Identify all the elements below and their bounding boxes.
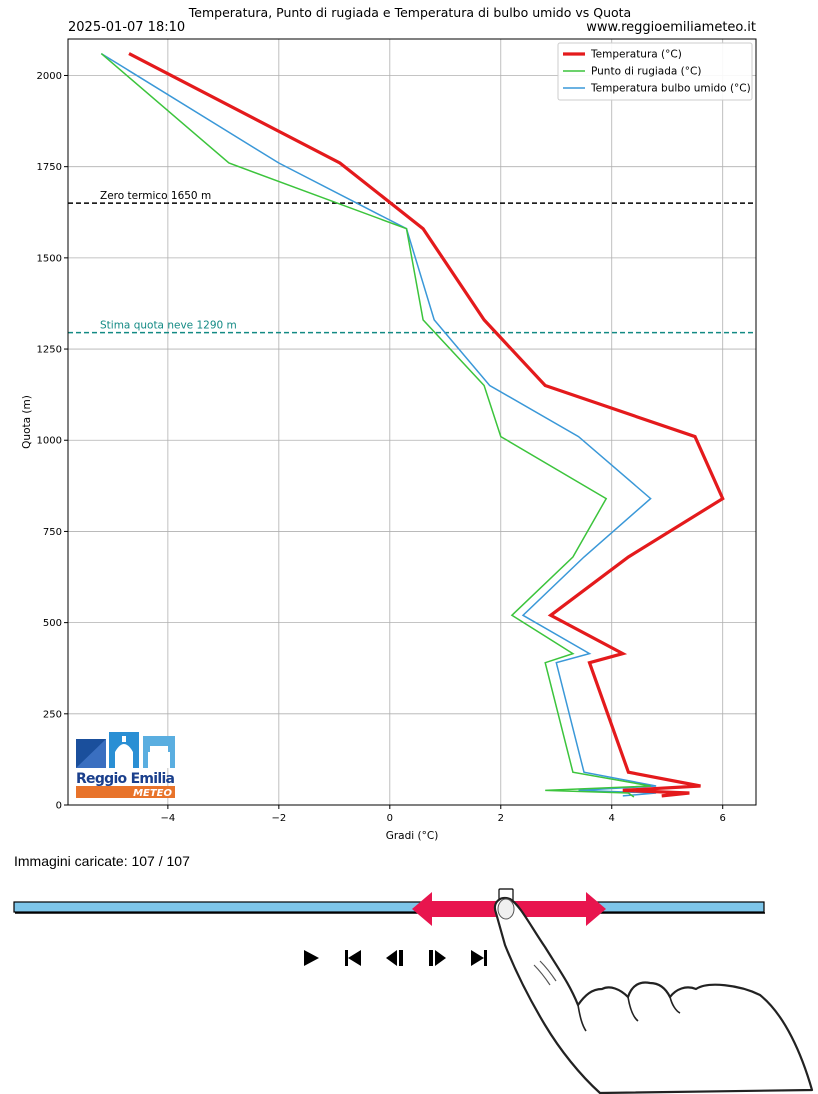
last-frame-icon bbox=[471, 950, 487, 966]
series-line-1 bbox=[128, 52, 725, 798]
x-tick-label: −2 bbox=[271, 813, 286, 824]
last-frame-button[interactable] bbox=[458, 940, 500, 976]
first-frame-button[interactable] bbox=[332, 940, 374, 976]
step-back-button[interactable] bbox=[374, 940, 416, 976]
x-tick-label: 0 bbox=[387, 813, 393, 824]
series-line-3 bbox=[100, 52, 657, 797]
slider-thumb[interactable] bbox=[498, 888, 514, 908]
x-axis-label: Gradi (°C) bbox=[386, 830, 439, 842]
y-tick-label: 500 bbox=[43, 618, 62, 629]
x-tick-label: −4 bbox=[160, 813, 175, 824]
y-tick-label: 1250 bbox=[37, 345, 62, 356]
logo-text: Reggio Emilia bbox=[76, 771, 175, 787]
frame-slider[interactable] bbox=[0, 880, 818, 930]
legend: Temperatura (°C) Punto di rugiada (°C) Tem… bbox=[557, 42, 753, 101]
step-back-icon bbox=[386, 950, 403, 966]
step-forward-button[interactable] bbox=[416, 940, 458, 976]
y-tick-label: 0 bbox=[56, 801, 62, 812]
load-status: Immagini caricate: 107 / 107 bbox=[14, 853, 190, 869]
y-tick-label: 250 bbox=[43, 709, 62, 720]
sounding-chart: Temperatura, Punto di rugiada e Temperat… bbox=[21, 5, 757, 842]
y-tick-label: 1750 bbox=[37, 162, 62, 173]
y-axis-label: Quota (m) bbox=[21, 395, 33, 449]
legend-entry: Temperatura bulbo umido (°C) bbox=[590, 83, 751, 95]
slider-track[interactable] bbox=[13, 901, 765, 913]
chart-source: www.reggioemiliameteo.it bbox=[586, 20, 756, 35]
legend-entry: Temperatura (°C) bbox=[590, 49, 682, 61]
play-button[interactable] bbox=[290, 940, 332, 976]
series-lines bbox=[100, 52, 725, 798]
y-tick-label: 1500 bbox=[37, 253, 62, 264]
x-tick-label: 2 bbox=[498, 813, 504, 824]
logo-subtext: METEO bbox=[133, 788, 172, 799]
legend-box bbox=[557, 42, 753, 101]
axis-ticks: −4 −2 0 2 4 6 0 250 500 750 1000 1250 1500 1750 2000 bbox=[37, 71, 726, 824]
play-icon bbox=[304, 950, 319, 966]
logo: Reggio Emilia METEO bbox=[76, 732, 175, 799]
annotation-label: Zero termico 1650 m bbox=[100, 190, 211, 202]
y-tick-label: 1000 bbox=[37, 436, 62, 447]
legend-entry: Punto di rugiada (°C) bbox=[591, 66, 701, 78]
annotation-lines: Zero termico 1650 m Stima quota neve 1290… bbox=[68, 190, 756, 334]
y-tick-label: 2000 bbox=[37, 71, 62, 82]
step-forward-icon bbox=[429, 950, 446, 966]
annotation-label: Stima quota neve 1290 m bbox=[100, 320, 237, 332]
plot-frame bbox=[67, 38, 757, 806]
series-line-2 bbox=[100, 53, 651, 798]
x-tick-label: 6 bbox=[720, 813, 726, 824]
playback-controls bbox=[290, 940, 500, 976]
chart-timestamp: 2025-01-07 18:10 bbox=[68, 20, 185, 35]
x-tick-label: 4 bbox=[609, 813, 615, 824]
y-tick-label: 750 bbox=[43, 527, 62, 538]
chart-title: Temperatura, Punto di rugiada e Temperat… bbox=[188, 5, 631, 20]
first-frame-icon bbox=[345, 950, 361, 966]
